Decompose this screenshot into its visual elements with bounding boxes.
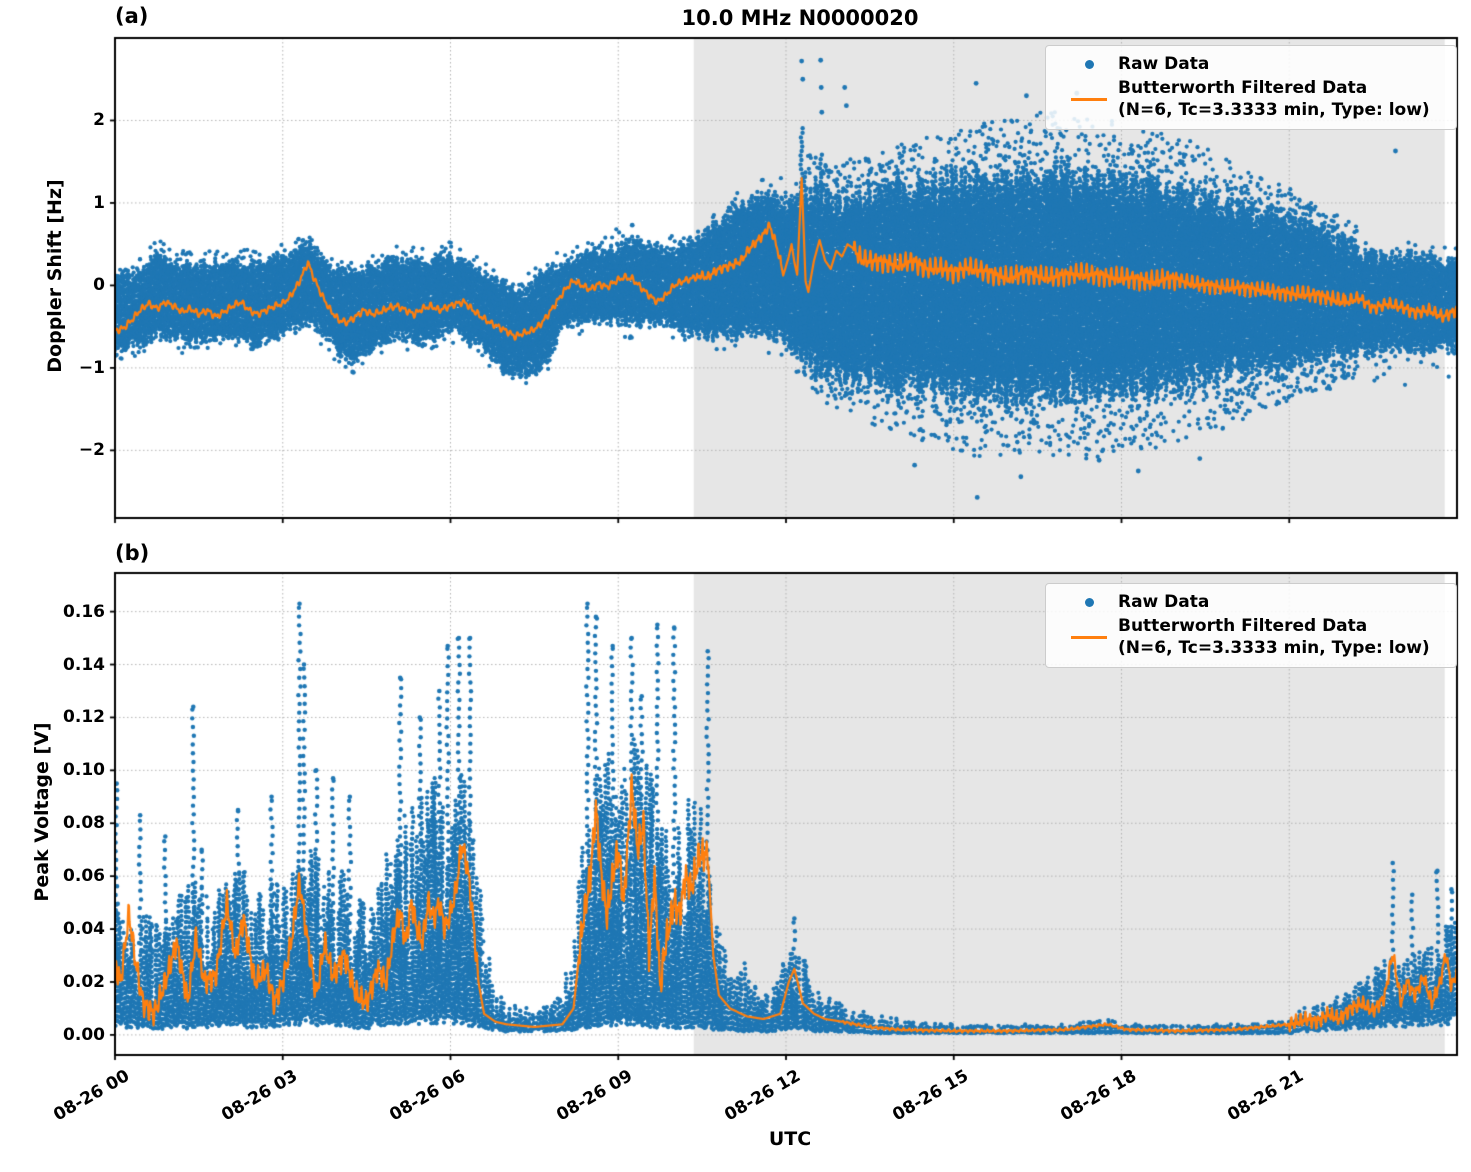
y-tick-label-b: 0.12 <box>63 707 105 728</box>
legend-panel-b: Raw Data Butterworth Filtered Data (N=6,… <box>1045 583 1457 669</box>
y-tick-label-b: 0.06 <box>63 866 105 887</box>
filtered-line-icon <box>1071 97 1107 101</box>
legend-raw-label: Raw Data <box>1118 592 1210 612</box>
legend-filtered-line2: (N=6, Tc=3.3333 min, Type: low) <box>1118 638 1430 659</box>
filtered-line-icon <box>1071 635 1107 639</box>
raw-data-dot-icon <box>1084 59 1094 69</box>
legend-filtered-line1: Butterworth Filtered Data <box>1118 616 1368 637</box>
figure-title: 10.0 MHz N0000020 <box>681 6 919 30</box>
legend-filtered-label: Butterworth Filtered Data (N=6, Tc=3.333… <box>1118 615 1430 659</box>
y-tick-label-b: 0.16 <box>63 601 105 622</box>
legend-raw-label: Raw Data <box>1118 54 1210 74</box>
y-tick-label-a: −2 <box>78 440 105 461</box>
y-tick-label-a: 0 <box>93 275 105 296</box>
y-tick-label-b: 0.08 <box>63 813 105 834</box>
legend-filtered-line2: (N=6, Tc=3.3333 min, Type: low) <box>1118 100 1430 121</box>
legend-filtered-line1: Butterworth Filtered Data <box>1118 78 1368 99</box>
y-tick-label-a: 1 <box>93 192 105 213</box>
legend-marker-cell <box>1060 597 1118 607</box>
legend-marker-cell <box>1060 59 1118 69</box>
y-tick-label-b: 0.00 <box>63 1024 105 1045</box>
x-axis-label-utc: UTC <box>768 1128 812 1150</box>
y-tick-label-a: −1 <box>78 357 105 378</box>
y-tick-label-b: 0.14 <box>63 654 105 675</box>
y-tick-label-a: 2 <box>93 110 105 131</box>
legend-marker-cell <box>1060 635 1118 639</box>
raw-data-dot-icon <box>1084 597 1094 607</box>
legend-filtered-label: Butterworth Filtered Data (N=6, Tc=3.333… <box>1118 77 1430 121</box>
y-tick-label-b: 0.10 <box>63 760 105 781</box>
y-tick-label-b: 0.04 <box>63 919 105 940</box>
panel-b-label: (b) <box>115 541 150 565</box>
panel-a-label: (a) <box>115 4 149 28</box>
y-tick-label-b: 0.02 <box>63 971 105 992</box>
legend-marker-cell <box>1060 97 1118 101</box>
legend-panel-a: Raw Data Butterworth Filtered Data (N=6,… <box>1045 45 1457 131</box>
